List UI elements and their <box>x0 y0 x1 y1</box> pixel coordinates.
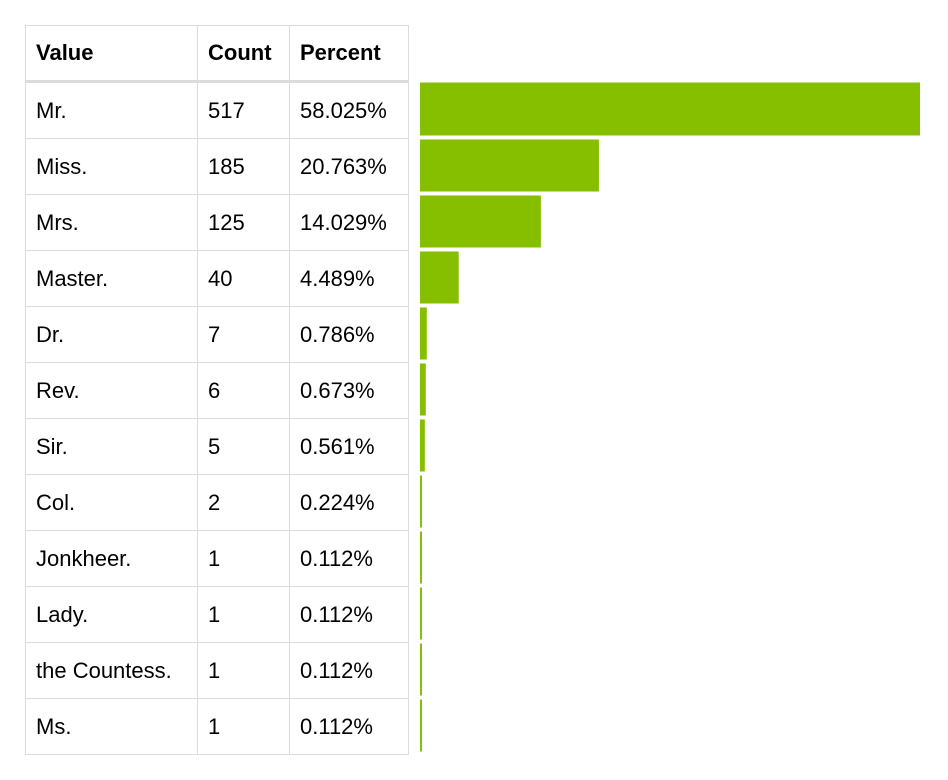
table-row: Master. 40 4.489% <box>25 250 409 307</box>
cell-value: Jonkheer. <box>25 530 198 587</box>
cell-count: 40 <box>197 250 290 307</box>
bar-master <box>420 251 459 304</box>
table-row: Mr. 517 58.025% <box>25 81 409 139</box>
cell-count: 1 <box>197 530 290 587</box>
bar-ms <box>420 699 422 752</box>
table-row: Lady. 1 0.112% <box>25 586 409 643</box>
bar-sir <box>420 419 425 472</box>
cell-count: 125 <box>197 194 290 251</box>
cell-value: Miss. <box>25 138 198 195</box>
cell-value: Ms. <box>25 698 198 755</box>
cell-percent: 0.224% <box>289 474 409 531</box>
cell-percent: 0.673% <box>289 362 409 419</box>
cell-percent: 0.561% <box>289 418 409 475</box>
cell-count: 185 <box>197 138 290 195</box>
bar-rev <box>420 363 426 416</box>
cell-count: 1 <box>197 642 290 699</box>
cell-value: Rev. <box>25 362 198 419</box>
table-row: Ms. 1 0.112% <box>25 698 409 755</box>
cell-percent: 0.112% <box>289 586 409 643</box>
cell-percent: 58.025% <box>289 81 409 139</box>
cell-count: 2 <box>197 474 290 531</box>
cell-percent: 0.786% <box>289 306 409 363</box>
bar-dr <box>420 307 427 360</box>
cell-percent: 20.763% <box>289 138 409 195</box>
cell-percent: 14.029% <box>289 194 409 251</box>
table-row: Rev. 6 0.673% <box>25 362 409 419</box>
bar-col <box>420 475 422 528</box>
cell-count: 1 <box>197 586 290 643</box>
cell-percent: 0.112% <box>289 530 409 587</box>
cell-count: 517 <box>197 81 290 139</box>
header-count: Count <box>197 25 290 83</box>
cell-value: Lady. <box>25 586 198 643</box>
cell-value: Col. <box>25 474 198 531</box>
table-row: the Countess. 1 0.112% <box>25 642 409 699</box>
table-row: Jonkheer. 1 0.112% <box>25 530 409 587</box>
bar-lady <box>420 587 422 640</box>
table-row: Miss. 185 20.763% <box>25 138 409 195</box>
cell-value: Dr. <box>25 306 198 363</box>
table-row: Dr. 7 0.786% <box>25 306 409 363</box>
bar-mrs <box>420 195 541 248</box>
bar-miss <box>420 139 599 192</box>
cell-value: Sir. <box>25 418 198 475</box>
cell-count: 7 <box>197 306 290 363</box>
cell-value: Mrs. <box>25 194 198 251</box>
table-row: Col. 2 0.224% <box>25 474 409 531</box>
table-header-row: Value Count Percent <box>25 25 409 83</box>
cell-percent: 0.112% <box>289 698 409 755</box>
cell-value: Mr. <box>25 81 198 139</box>
bar-mr <box>420 82 920 136</box>
cell-value: Master. <box>25 250 198 307</box>
cell-count: 5 <box>197 418 290 475</box>
header-percent: Percent <box>289 25 409 83</box>
cell-count: 1 <box>197 698 290 755</box>
frequency-table: Value Count Percent Mr. 517 58.025% Miss… <box>25 25 409 755</box>
cell-percent: 0.112% <box>289 642 409 699</box>
cell-percent: 4.489% <box>289 250 409 307</box>
cell-value: the Countess. <box>25 642 198 699</box>
cell-count: 6 <box>197 362 290 419</box>
bar-the-countess <box>420 643 422 696</box>
header-value: Value <box>25 25 198 83</box>
table-row: Mrs. 125 14.029% <box>25 194 409 251</box>
table-row: Sir. 5 0.561% <box>25 418 409 475</box>
bar-jonkheer <box>420 531 422 584</box>
